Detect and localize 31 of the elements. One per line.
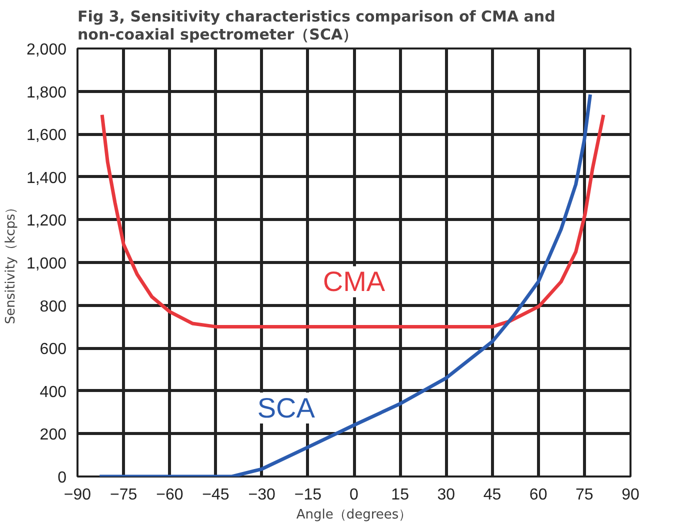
x-tick-label: −45	[202, 486, 230, 504]
y-tick-label: 1,400	[26, 170, 67, 187]
x-tick-label: 75	[576, 486, 594, 504]
y-tick-label: 2,000	[26, 42, 67, 58]
y-tick-label: 600	[40, 341, 67, 358]
y-tick-label: 1,000	[26, 256, 67, 272]
y-tick-label: 800	[40, 298, 67, 316]
series-label: SCA	[257, 392, 316, 424]
x-axis-title: Angle（degrees）	[296, 508, 412, 522]
line-series	[100, 113, 606, 328]
y-tick-label: 1,600	[26, 127, 67, 144]
y-tick-label: 200	[40, 426, 67, 444]
y-tick-label: 1,800	[26, 84, 67, 102]
x-tick-label: 60	[529, 486, 548, 504]
y-axis-title: Sensitivity（kcps）	[3, 200, 18, 324]
x-tick-label: 90	[622, 486, 640, 504]
x-tick-label: 45	[483, 486, 502, 504]
x-tick-label: −60	[156, 486, 184, 504]
y-tick-label: 0	[58, 470, 67, 486]
y-tick-label: 400	[40, 384, 67, 401]
x-tick-label: 0	[350, 486, 359, 504]
series-label: CMA	[322, 266, 386, 298]
x-tick-label: −30	[248, 486, 276, 504]
chart-title: Fig 3, Sensitivity characteristics comparison of CMA and non-coaxial spectrometer（SCA）	[78, 8, 556, 44]
x-tick-label: 15	[391, 486, 410, 504]
x-tick-label: −75	[110, 486, 138, 504]
line-series	[98, 92, 592, 476]
x-tick-label: −90	[64, 486, 92, 504]
x-tick-label: 30	[437, 486, 456, 504]
x-tick-label: −15	[294, 486, 322, 504]
y-tick-label: 1,200	[26, 212, 67, 230]
